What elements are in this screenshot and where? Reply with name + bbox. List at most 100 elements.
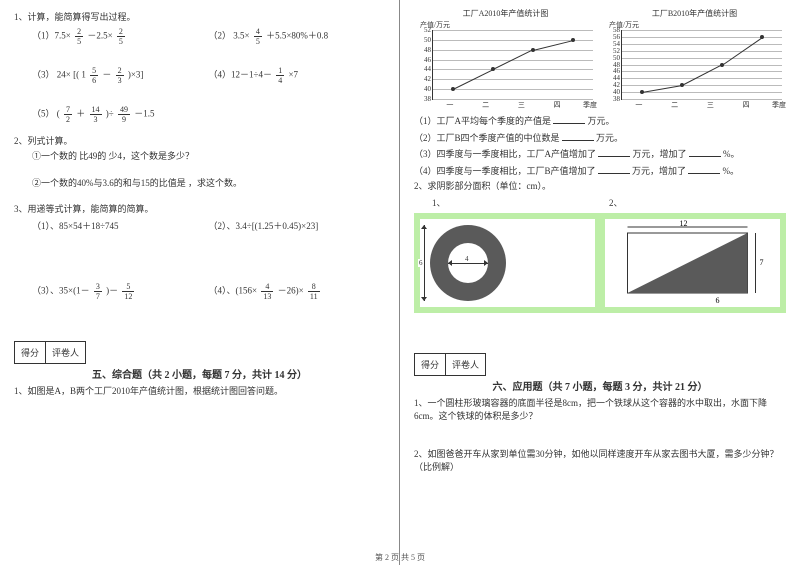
page-footer: 第 2 页 共 5 页 <box>0 552 800 563</box>
text: )÷ <box>106 108 114 118</box>
blank <box>689 147 721 157</box>
xtick: 二 <box>657 100 693 110</box>
label: （5） <box>32 108 55 118</box>
frac: 14 <box>276 66 284 85</box>
section6-q2: 2、如图爸爸开车从家到单位需30分钟，如他以同样速度开车从家去图书大厦，需多少分… <box>414 448 786 473</box>
chart-a-area: 3840424446485052 <box>432 30 593 100</box>
q1-row2: （3） 24× [( 1 56 － 23 )×3] （4）12－1÷4－ 14 … <box>14 66 385 85</box>
text: － <box>102 69 111 79</box>
text: 1 <box>81 69 86 79</box>
label: （4）、(156× <box>209 286 258 296</box>
dim-top: 12 <box>680 219 688 228</box>
chart-b-xticks: 一二三四 <box>621 100 764 110</box>
ytick: 42 <box>415 75 431 83</box>
q3-c: （3）、35×(1－ 37 )－ 512 <box>32 282 209 301</box>
chart-a: 工厂A2010年产值统计图 产值/万元 3840424446485052 一二三… <box>414 8 597 110</box>
frac: 512 <box>122 282 134 301</box>
q1-row1: （1）7.5× 25 －2.5× 25 （2） 3.5× 45 ＋5.5×80%… <box>14 27 385 46</box>
frac: 811 <box>308 282 320 301</box>
ytick: 50 <box>604 54 620 62</box>
text: ×7 <box>288 69 298 79</box>
chart-b: 工厂B2010年产值统计图 产值/万元 38404244464850525456… <box>603 8 786 110</box>
xtick: 二 <box>468 100 504 110</box>
q3-row2: （3）、35×(1－ 37 )－ 512 （4）、(156× 413 －26)×… <box>14 282 385 301</box>
q1-a-mid: －2.5× <box>87 30 112 40</box>
blank <box>562 131 594 141</box>
dim-inner-diameter <box>448 263 488 264</box>
ytick: 54 <box>604 40 620 48</box>
score-box: 得分 评卷人 <box>14 341 385 364</box>
ytick: 48 <box>604 61 620 69</box>
q1-a-label: （1）7.5× <box>32 30 71 40</box>
ytick: 38 <box>415 95 431 103</box>
blank <box>553 114 585 124</box>
text: %。 <box>723 166 740 176</box>
q2-b: ②一个数的40%与3.6的和与15的比值是 ，求这个数。 <box>14 177 385 190</box>
charts-row: 工厂A2010年产值统计图 产值/万元 3840424446485052 一二三… <box>414 8 786 110</box>
ytick: 40 <box>604 88 620 96</box>
text: 万元，增加了 <box>633 149 687 159</box>
left-column: 1、计算，能简算得写出过程。 （1）7.5× 25 －2.5× 25 （2） 3… <box>0 0 400 565</box>
right-column: 工厂A2010年产值统计图 产值/万元 3840424446485052 一二三… <box>400 0 800 565</box>
xtick: 三 <box>504 100 540 110</box>
xtick: 四 <box>728 100 764 110</box>
ytick: 46 <box>604 67 620 75</box>
ytick: 48 <box>415 46 431 54</box>
ytick: 40 <box>415 85 431 93</box>
frac: 23 <box>116 66 124 85</box>
ytick: 46 <box>415 56 431 64</box>
frac: 37 <box>94 282 102 301</box>
shade-label-a: 1、 <box>414 196 609 209</box>
chart-a-xlabel: 季度 <box>583 100 597 110</box>
label: （4）12－1÷4－ <box>209 69 272 79</box>
text: ＋5.5×80%＋0.8 <box>266 30 328 40</box>
blank <box>688 164 720 174</box>
text: （4）四季度与一季度相比，工厂B产值增加了 <box>414 166 596 176</box>
text: （1）工厂A平均每个季度的产值是 <box>414 116 551 126</box>
xtick: 四 <box>539 100 575 110</box>
q1-b: （2） 3.5× 45 ＋5.5×80%＋0.8 <box>209 27 386 46</box>
reviewer-label: 评卷人 <box>46 341 86 364</box>
ytick: 52 <box>415 26 431 34</box>
frac: 25 <box>117 27 125 46</box>
score-label: 得分 <box>414 353 446 376</box>
chart-q1: （1）工厂A平均每个季度的产值是 万元。 <box>414 114 786 128</box>
ytick: 56 <box>604 33 620 41</box>
q2-title: 2、列式计算。 <box>14 135 385 148</box>
figure-panel: 4 6 12 7 6 <box>414 213 786 313</box>
text: ( <box>57 108 60 118</box>
frac: 499 <box>118 105 130 124</box>
score-box-right: 得分 评卷人 <box>414 353 786 376</box>
text: )－ <box>106 286 118 296</box>
text: 万元，增加了 <box>632 166 686 176</box>
text: ＋ <box>76 108 85 118</box>
frac: 143 <box>90 105 102 124</box>
frac: 56 <box>90 66 98 85</box>
q1-title: 1、计算，能简算得写出过程。 <box>14 11 385 24</box>
label: （3）、35×(1－ <box>32 286 90 296</box>
ytick: 50 <box>415 36 431 44</box>
triangle-svg: 12 7 6 <box>605 219 780 307</box>
chart-b-ylabel: 产值/万元 <box>609 20 786 30</box>
chart-a-ylabel: 产值/万元 <box>420 20 597 30</box>
chart-q3: （3）四季度与一季度相比，工厂A产值增加了 万元，增加了 %。 <box>414 147 786 161</box>
chart-b-area: 3840424446485052545658 <box>621 30 782 100</box>
chart-a-xticks: 一二三四 <box>432 100 575 110</box>
dim-inner-label: 4 <box>464 255 470 263</box>
frac: 413 <box>261 282 273 301</box>
reviewer-label: 评卷人 <box>446 353 486 376</box>
figure-1-ring: 4 6 <box>420 219 595 307</box>
q1-d: （4）12－1÷4－ 14 ×7 <box>209 66 386 85</box>
section5-q1: 1、如图是A，B两个工厂2010年产值统计图，根据统计图回答问题。 <box>14 385 385 398</box>
text: －26)× <box>278 286 304 296</box>
q3-a: （1）、85×54＋18÷745 <box>32 219 209 232</box>
text: 万元。 <box>596 133 623 143</box>
chart-q2: （2）工厂B四个季度产值的中位数是 万元。 <box>414 131 786 145</box>
q3-title: 3、用递等式计算，能简算的简算。 <box>14 203 385 216</box>
q3-b: （2）、3.4÷[(1.25＋0.45)×23] <box>209 219 386 232</box>
chart-b-title: 工厂B2010年产值统计图 <box>603 8 786 19</box>
blank <box>598 164 630 174</box>
chart-q4: （4）四季度与一季度相比，工厂B产值增加了 万元，增加了 %。 <box>414 164 786 178</box>
figure-2-triangle: 12 7 6 <box>605 219 780 307</box>
q3-row1: （1）、85×54＋18÷745 （2）、3.4÷[(1.25＋0.45)×23… <box>14 219 385 232</box>
